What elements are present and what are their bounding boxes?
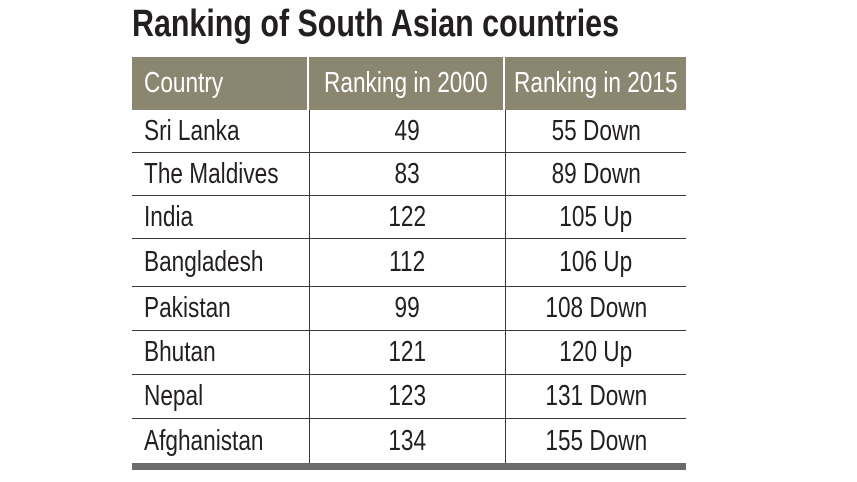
table-row: Bhutan 121 120 Up (132, 331, 686, 375)
table-row: India 122 105 Up (132, 196, 686, 239)
table-header: Country Ranking in 2000 Ranking in 2015 (132, 57, 686, 110)
cell-text: 134 (388, 424, 427, 457)
bottom-rule (132, 463, 686, 470)
cell-text: 123 (388, 380, 427, 412)
cell-text: Afghanistan (144, 424, 264, 457)
ranking-2000-cell: 49 (309, 110, 505, 152)
header-label: Ranking in 2015 (513, 67, 678, 99)
ranking-2015-cell: 131 Down (505, 375, 686, 418)
table-row: The Maldives 83 89 Down (132, 153, 686, 196)
cell-text: 112 (389, 246, 426, 278)
country-cell: Bhutan (132, 331, 309, 374)
cell-text: Pakistan (144, 292, 231, 324)
country-cell: India (132, 196, 309, 238)
country-cell: The Maldives (132, 153, 309, 195)
country-cell: Afghanistan (132, 419, 309, 463)
ranking-2000-cell: 134 (309, 419, 505, 463)
header-label: Ranking in 2000 (324, 67, 488, 99)
ranking-2000-cell: 121 (309, 331, 505, 374)
cell-text: 83 (394, 157, 421, 190)
header-ranking-2015: Ranking in 2015 (505, 57, 686, 110)
cell-text: 89 Down (551, 157, 641, 190)
cell-text: 121 (388, 336, 427, 368)
ranking-2000-cell: 123 (309, 375, 505, 418)
ranking-2015-cell: 106 Up (505, 239, 686, 286)
country-cell: Sri Lanka (132, 110, 309, 152)
ranking-2000-cell: 83 (309, 153, 505, 195)
table-row: Pakistan 99 108 Down (132, 287, 686, 331)
cell-text: Bangladesh (144, 246, 264, 278)
header-country: Country (132, 57, 307, 110)
country-cell: Bangladesh (132, 239, 309, 286)
cell-text: 108 Down (545, 292, 647, 324)
table-row: Sri Lanka 49 55 Down (132, 110, 686, 153)
cell-text: 55 Down (551, 114, 641, 147)
ranking-2000-cell: 112 (309, 239, 505, 286)
cell-text: Bhutan (144, 336, 216, 368)
cell-text: 105 Up (559, 200, 633, 233)
ranking-2015-cell: 120 Up (505, 331, 686, 374)
cell-text: The Maldives (144, 157, 279, 190)
ranking-2000-cell: 99 (309, 287, 505, 330)
cell-text: 106 Up (559, 246, 633, 278)
cell-text: 120 Up (559, 336, 633, 368)
table-row: Afghanistan 134 155 Down (132, 419, 686, 463)
cell-text: India (144, 200, 194, 233)
header-ranking-2000: Ranking in 2000 (309, 57, 503, 110)
header-label: Country (144, 67, 224, 99)
cell-text: 49 (394, 114, 421, 147)
country-cell: Nepal (132, 375, 309, 418)
ranking-2015-cell: 108 Down (505, 287, 686, 330)
cell-text: 99 (394, 292, 421, 324)
cell-text: Sri Lanka (144, 114, 240, 147)
ranking-2015-cell: 89 Down (505, 153, 686, 195)
table-row: Bangladesh 112 106 Up (132, 239, 686, 287)
cell-text: 131 Down (545, 380, 647, 412)
cell-text: Nepal (144, 380, 204, 412)
table-title: Ranking of South Asian countries (132, 3, 619, 45)
ranking-table: Country Ranking in 2000 Ranking in 2015 … (132, 57, 686, 463)
ranking-2015-cell: 55 Down (505, 110, 686, 152)
country-cell: Pakistan (132, 287, 309, 330)
cell-text: 122 (388, 200, 427, 233)
ranking-2015-cell: 155 Down (505, 419, 686, 463)
table-row: Nepal 123 131 Down (132, 375, 686, 419)
cell-text: 155 Down (545, 424, 647, 457)
ranking-2015-cell: 105 Up (505, 196, 686, 238)
ranking-2000-cell: 122 (309, 196, 505, 238)
